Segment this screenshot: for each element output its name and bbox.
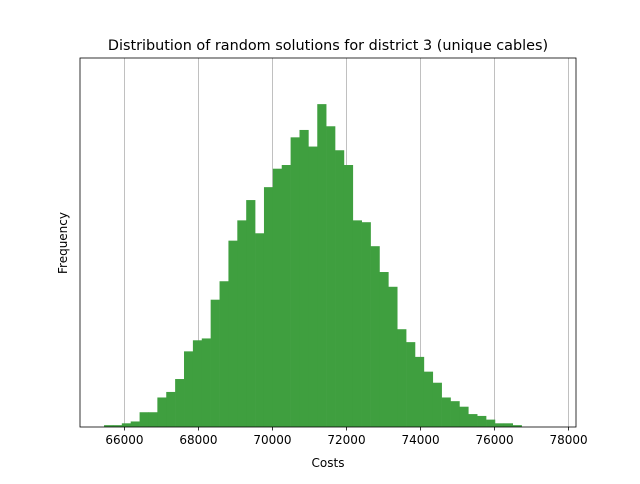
x-tick-label-72000: 72000: [327, 433, 365, 447]
x-tick-label-74000: 74000: [401, 433, 439, 447]
histogram-bar: [486, 419, 496, 427]
histogram-bar: [281, 165, 291, 427]
histogram-bars: [104, 104, 522, 427]
histogram-bar: [219, 281, 229, 427]
histogram-bar: [459, 406, 469, 427]
histogram-bar: [512, 425, 522, 427]
histogram-bar: [308, 146, 318, 427]
histogram-bar: [432, 382, 442, 427]
histogram-bar: [414, 356, 425, 427]
chart-title: Distribution of random solutions for dis…: [108, 38, 548, 54]
histogram-bar: [112, 425, 123, 427]
x-axis-label: Costs: [312, 456, 345, 470]
histogram-bar: [397, 329, 407, 427]
histogram-bar: [423, 371, 434, 427]
axes-frame: [79, 57, 577, 428]
histogram-bar: [335, 150, 345, 427]
x-tick-label-66000: 66000: [105, 433, 143, 447]
histogram-bar: [201, 338, 211, 427]
histogram-bar: [406, 342, 416, 427]
histogram-bar: [450, 401, 460, 427]
histogram-bar: [192, 340, 203, 427]
histogram-bar: [237, 220, 247, 427]
histogram-bar: [130, 421, 140, 427]
histogram-bar: [343, 165, 354, 427]
histogram-bar: [139, 412, 149, 427]
x-tick-label-76000: 76000: [475, 433, 513, 447]
histogram-bar: [361, 222, 371, 427]
histogram-bar: [326, 126, 336, 427]
histogram-bar: [104, 425, 114, 427]
x-axis-ticks: 66000 68000 70000 72000 74000 76000 78000: [105, 427, 588, 447]
x-tick-label-78000: 78000: [550, 433, 588, 447]
histogram-bar: [184, 351, 194, 427]
x-tick-label-70000: 70000: [253, 433, 291, 447]
histogram-bar: [468, 414, 478, 427]
histogram-bar: [246, 200, 256, 427]
histogram-bar: [503, 423, 514, 427]
histogram-bar: [121, 423, 132, 427]
histogram-bar: [388, 286, 398, 427]
histogram-bar: [228, 240, 238, 427]
histogram-bar: [210, 299, 220, 427]
histogram-bar: [299, 129, 309, 427]
y-axis-label: Frequency: [56, 212, 70, 274]
histogram-bar: [477, 415, 487, 427]
histogram-bar: [272, 168, 283, 427]
histogram-bar: [317, 104, 327, 427]
x-tick-label-68000: 68000: [179, 433, 217, 447]
histogram-bar: [441, 397, 451, 427]
histogram-bar: [175, 379, 185, 427]
histogram-bar: [352, 220, 362, 427]
histogram-bar: [290, 137, 300, 427]
histogram-bar: [494, 423, 505, 427]
histogram-bar: [255, 233, 265, 427]
histogram-bar: [263, 187, 274, 427]
histogram-bar: [370, 246, 380, 427]
histogram-bar: [166, 391, 176, 427]
histogram-bar: [379, 272, 389, 427]
histogram-bar: [148, 412, 158, 427]
histogram-bar: [157, 397, 167, 427]
